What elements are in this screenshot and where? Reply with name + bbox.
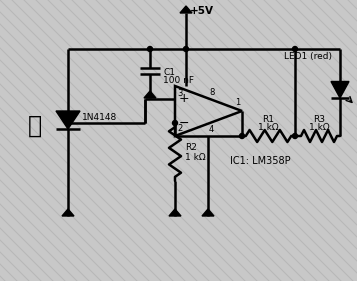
Text: +: + [179,92,189,105]
Polygon shape [62,209,74,216]
Text: R2: R2 [185,142,197,151]
Text: 1 kΩ: 1 kΩ [258,123,279,132]
Text: 1 kΩ: 1 kΩ [309,123,329,132]
Circle shape [292,46,297,51]
Text: 1N4148: 1N4148 [82,112,117,121]
Text: 100 nF: 100 nF [163,76,194,85]
Text: 1: 1 [235,98,240,107]
Polygon shape [144,91,156,98]
Circle shape [292,133,297,139]
Text: 2: 2 [177,124,182,133]
Polygon shape [331,81,349,98]
Circle shape [172,121,177,126]
Circle shape [147,46,152,51]
Polygon shape [169,209,181,216]
Text: LED1 (red): LED1 (red) [284,53,332,62]
Polygon shape [180,6,192,13]
Circle shape [183,46,188,51]
Text: 8: 8 [209,88,214,97]
Text: −: − [179,117,189,130]
Text: R1: R1 [262,115,275,124]
Circle shape [240,133,245,139]
Text: C1: C1 [163,68,175,77]
Text: 3: 3 [177,89,182,98]
Polygon shape [202,209,214,216]
Text: 4: 4 [209,125,214,134]
Polygon shape [56,111,80,129]
Text: R3: R3 [313,115,325,124]
Text: 1 kΩ: 1 kΩ [185,153,206,162]
Text: +5V: +5V [190,6,214,16]
Text: 🔥: 🔥 [28,114,42,138]
Text: IC1: LM358P: IC1: LM358P [230,156,291,166]
